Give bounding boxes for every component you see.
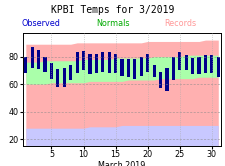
Bar [62,68,66,87]
Bar [56,69,59,87]
Bar [145,54,149,72]
Text: Records: Records [164,19,196,28]
Bar [50,63,53,79]
Bar [209,55,213,73]
Bar [94,54,98,73]
Bar [133,59,136,79]
Bar [165,68,168,91]
Bar [69,65,72,80]
Bar [190,58,193,75]
Text: KPBI Temps for 3/2019: KPBI Temps for 3/2019 [51,5,174,15]
Bar [216,57,219,77]
Bar [107,52,110,73]
Bar [152,65,155,77]
Bar [171,57,174,80]
Bar [177,52,181,70]
Bar [203,55,206,73]
Bar [24,57,27,73]
Bar [82,51,85,70]
Text: Normals: Normals [96,19,129,28]
Bar [114,54,117,73]
Bar [158,72,161,88]
Bar [184,55,187,70]
Bar [101,52,104,72]
Text: Observed: Observed [21,19,60,28]
Bar [197,57,200,75]
Bar [30,47,34,68]
Bar [126,59,129,77]
X-axis label: March 2019: March 2019 [98,161,145,166]
Bar [139,57,142,76]
Bar [120,59,123,76]
Bar [43,57,46,72]
Bar [37,50,40,69]
Bar [75,52,78,73]
Bar [88,54,91,75]
